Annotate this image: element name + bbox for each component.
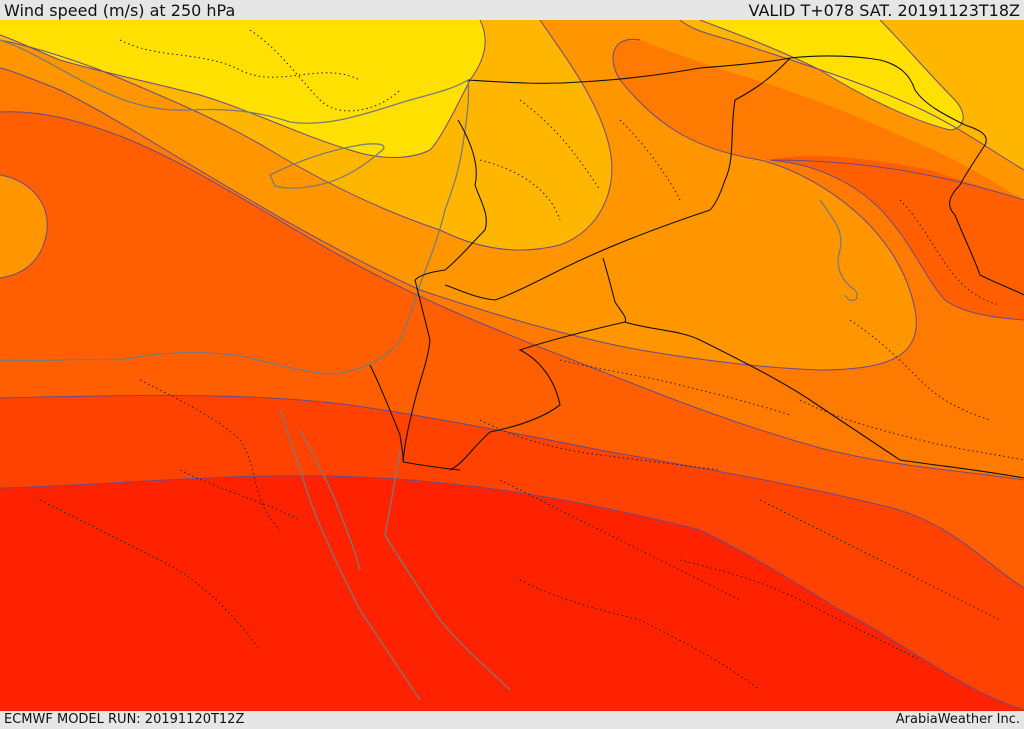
coastline-mediterranean-south bbox=[0, 79, 470, 375]
wind-speed-map bbox=[0, 20, 1024, 711]
wind-band-1 bbox=[0, 20, 486, 158]
coastline-red-sea-west bbox=[279, 409, 421, 701]
wind-band-1-northeast bbox=[700, 20, 964, 130]
admin-border-line bbox=[139, 379, 281, 531]
admin-border-line bbox=[899, 199, 1001, 306]
coastline-gulf-of-suez bbox=[299, 429, 361, 571]
admin-border-line bbox=[519, 579, 761, 691]
coastlines bbox=[0, 39, 858, 701]
valid-time-label: VALID T+078 SAT. 20191123T18Z bbox=[748, 1, 1020, 20]
admin-border-line bbox=[519, 99, 601, 191]
coastline-anatolia bbox=[0, 39, 469, 124]
admin-border-line bbox=[499, 479, 741, 601]
wind-band-5-east-lobe bbox=[770, 155, 1024, 320]
map-header: Wind speed (m/s) at 250 hPa VALID T+078 … bbox=[0, 0, 1024, 20]
border-syria-jordan bbox=[444, 209, 711, 301]
contour-line bbox=[699, 20, 964, 131]
admin-border-line bbox=[249, 29, 401, 112]
border-israel-jordan bbox=[402, 279, 431, 463]
contour-line bbox=[0, 174, 48, 279]
admin-border-line bbox=[39, 499, 261, 651]
contour-line bbox=[679, 20, 1024, 171]
border-turkey-iraq-iran bbox=[789, 55, 1024, 296]
model-run-label: ECMWF MODEL RUN: 20191120T12Z bbox=[4, 712, 245, 727]
map-title: Wind speed (m/s) at 250 hPa bbox=[4, 1, 236, 20]
admin-border-line bbox=[179, 469, 301, 521]
coastline-red-sea-east bbox=[384, 449, 511, 691]
coastline-persian-gulf-lakes bbox=[819, 199, 858, 302]
contour-line bbox=[0, 20, 486, 158]
administrative-borders bbox=[39, 29, 1024, 691]
contour-line bbox=[0, 475, 1024, 711]
coastline-cyprus bbox=[269, 143, 385, 189]
contour-line bbox=[0, 38, 917, 371]
admin-border-line bbox=[559, 359, 791, 416]
credit-label: ArabiaWeather Inc. bbox=[895, 712, 1020, 727]
border-saudi-egypt-sea bbox=[402, 461, 461, 471]
admin-border-line bbox=[679, 559, 921, 661]
wind-band-3-west-lobe bbox=[0, 175, 48, 278]
border-syria-iraq bbox=[709, 57, 791, 211]
admin-border-line bbox=[799, 399, 1024, 461]
wind-band-2-northeast bbox=[880, 20, 1024, 130]
contour-line bbox=[0, 394, 1024, 589]
contour-line bbox=[769, 159, 1024, 321]
border-jordan-saudi bbox=[449, 321, 626, 471]
map-footer: ECMWF MODEL RUN: 20191120T12Z ArabiaWeat… bbox=[0, 711, 1024, 729]
national-borders bbox=[369, 55, 1024, 479]
border-turkey-syria bbox=[467, 57, 791, 84]
admin-border-line bbox=[759, 499, 1001, 621]
border-lebanon-syria bbox=[414, 119, 487, 281]
contour-line bbox=[0, 111, 1024, 481]
admin-border-line bbox=[479, 419, 721, 471]
border-iraq-saudi bbox=[602, 257, 1024, 479]
